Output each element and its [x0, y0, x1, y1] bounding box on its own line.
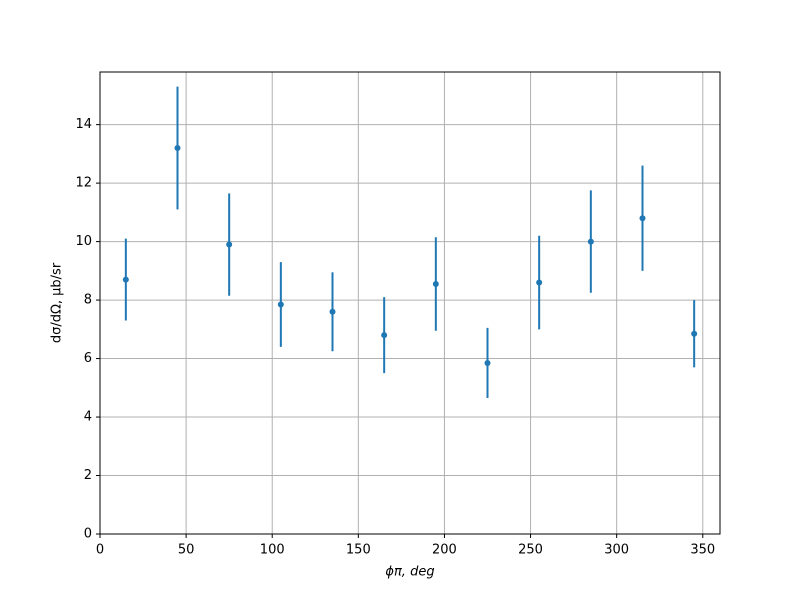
data-point [639, 215, 646, 222]
data-point [277, 301, 284, 308]
y-tick-label: 4 [84, 410, 92, 425]
y-tick-label: 12 [75, 176, 92, 191]
y-tick-label: 10 [75, 234, 92, 249]
data-point [691, 330, 698, 337]
x-tick-label: 150 [346, 543, 371, 558]
x-tick-label: 300 [604, 543, 629, 558]
data-point [174, 145, 181, 152]
y-tick-label: 8 [84, 293, 92, 308]
x-tick-label: 50 [178, 543, 195, 558]
data-point [226, 241, 233, 248]
y-tick-label: 2 [84, 468, 92, 483]
data-point [484, 359, 491, 366]
x-tick-label: 350 [690, 543, 715, 558]
x-tick-label: 200 [432, 543, 457, 558]
x-tick-label: 0 [96, 543, 104, 558]
y-tick-label: 14 [75, 117, 92, 132]
data-point [329, 308, 336, 315]
y-tick-label: 6 [84, 351, 92, 366]
data-point [536, 279, 543, 286]
x-tick-label: 250 [518, 543, 543, 558]
axes-frame [99, 71, 721, 535]
data-point [122, 276, 129, 283]
y-axis-label: dσ/dΩ, μb/sr [50, 262, 65, 343]
data-point [381, 332, 388, 339]
data-point [432, 280, 439, 287]
x-axis-label: ϕπ, deg [385, 565, 434, 580]
y-tick-label: 0 [84, 527, 92, 542]
x-tick-label: 100 [260, 543, 285, 558]
data-point [587, 238, 594, 245]
